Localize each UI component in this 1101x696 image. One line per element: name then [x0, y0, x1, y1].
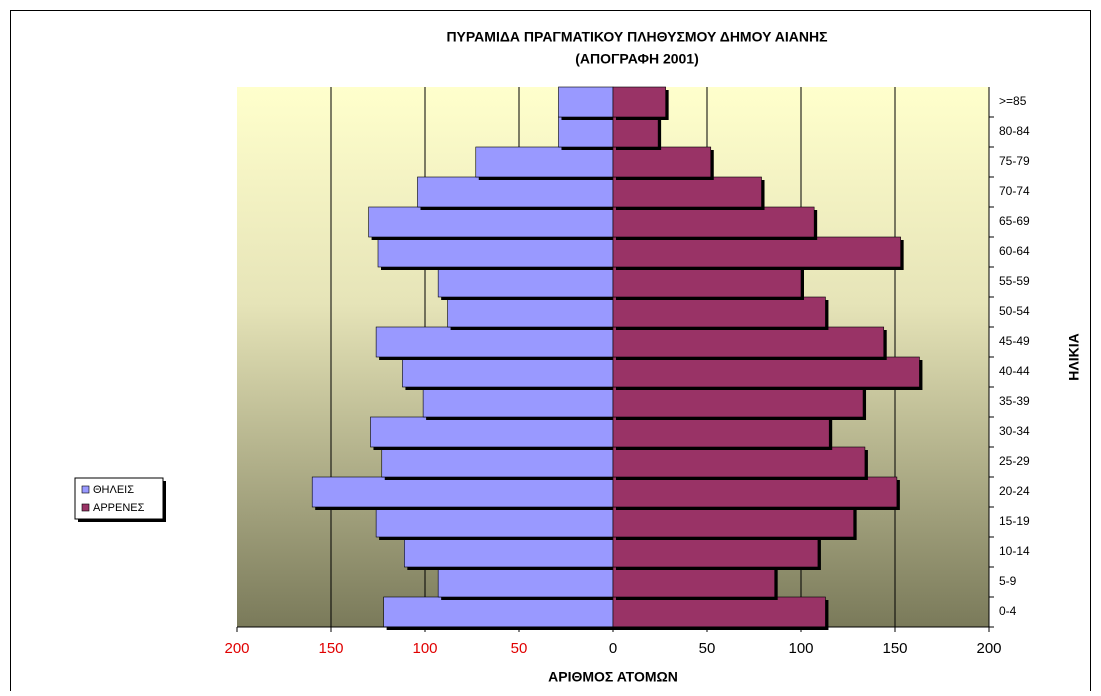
bar: [612, 266, 802, 298]
x-tick-label: 100: [412, 640, 437, 657]
bar: [612, 86, 666, 118]
y-tick-label: 65-69: [999, 214, 1030, 228]
bar: [612, 356, 920, 388]
bar: [612, 116, 659, 148]
legend-box: [74, 477, 164, 520]
bar: [447, 296, 614, 328]
y-tick-label: 20-24: [999, 484, 1030, 498]
legend-swatch: [81, 485, 90, 494]
bar: [437, 266, 614, 298]
chart-title: (ΑΠΟΓΡΑΦΗ 2001): [575, 51, 699, 67]
bar: [612, 416, 830, 448]
y-tick-label: 0-4: [999, 604, 1017, 618]
y-tick-label: 55-59: [999, 274, 1030, 288]
bar: [475, 146, 614, 178]
x-tick-label: 100: [788, 640, 813, 657]
bar: [404, 536, 614, 568]
bar: [612, 296, 826, 328]
x-tick-label: 50: [699, 640, 716, 657]
y-tick-label: >=85: [999, 94, 1027, 108]
legend-label: ΘΗΛΕΙΣ: [93, 484, 134, 496]
y-tick-label: 15-19: [999, 514, 1030, 528]
bar: [381, 446, 614, 478]
x-tick-label: 0: [609, 640, 617, 657]
y-tick-label: 10-14: [999, 544, 1030, 558]
bar: [612, 326, 885, 358]
x-tick-label: 200: [976, 640, 1001, 657]
y-tick-label: 70-74: [999, 184, 1030, 198]
bar: [612, 146, 712, 178]
y-tick-label: 25-29: [999, 454, 1030, 468]
bar: [612, 536, 819, 568]
bar: [612, 566, 775, 598]
y-tick-label: 50-54: [999, 304, 1030, 318]
y-tick-label: 80-84: [999, 124, 1030, 138]
bar: [558, 86, 614, 118]
bar: [612, 596, 826, 628]
y-tick-label: 60-64: [999, 244, 1030, 258]
y-tick-label: 75-79: [999, 154, 1030, 168]
y-tick-label: 30-34: [999, 424, 1030, 438]
bar: [612, 236, 901, 268]
bar: [612, 176, 762, 208]
x-tick-label: 150: [882, 640, 907, 657]
bar: [377, 236, 614, 268]
bar: [402, 356, 614, 388]
bar: [612, 506, 854, 538]
y-axis-title: ΗΛΙΚΙΑ: [1066, 333, 1082, 380]
bar: [437, 566, 614, 598]
bar: [612, 446, 866, 478]
x-tick-label: 50: [511, 640, 528, 657]
bar: [422, 386, 614, 418]
y-tick-label: 40-44: [999, 364, 1030, 378]
x-tick-label: 200: [224, 640, 249, 657]
bar: [558, 116, 614, 148]
legend: ΘΗΛΕΙΣ ΑΡΡΕΝΕΣ: [74, 477, 166, 522]
bar: [417, 176, 614, 208]
y-tick-label: 45-49: [999, 334, 1030, 348]
legend-label: ΑΡΡΕΝΕΣ: [93, 502, 145, 514]
y-tick-label: 5-9: [999, 574, 1017, 588]
bar: [370, 416, 614, 448]
bar: [375, 506, 614, 538]
bar: [612, 386, 864, 418]
chart-title: ΠΥΡΑΜΙΔΑ ΠΡΑΓΜΑΤΙΚΟΥ ΠΛΗΘΥΣΜΟΥ ΔΗΜΟΥ ΑΙΑ…: [446, 29, 827, 45]
bar: [311, 476, 614, 508]
x-tick-label: 150: [318, 640, 343, 657]
bar: [612, 476, 898, 508]
y-tick-label: 35-39: [999, 394, 1030, 408]
bar: [383, 596, 614, 628]
bar: [375, 326, 614, 358]
x-axis-title: ΑΡΙΘΜΟΣ ΑΤΟΜΩΝ: [548, 669, 678, 685]
legend-swatch: [81, 503, 90, 512]
bar: [612, 206, 815, 238]
bar: [368, 206, 614, 238]
